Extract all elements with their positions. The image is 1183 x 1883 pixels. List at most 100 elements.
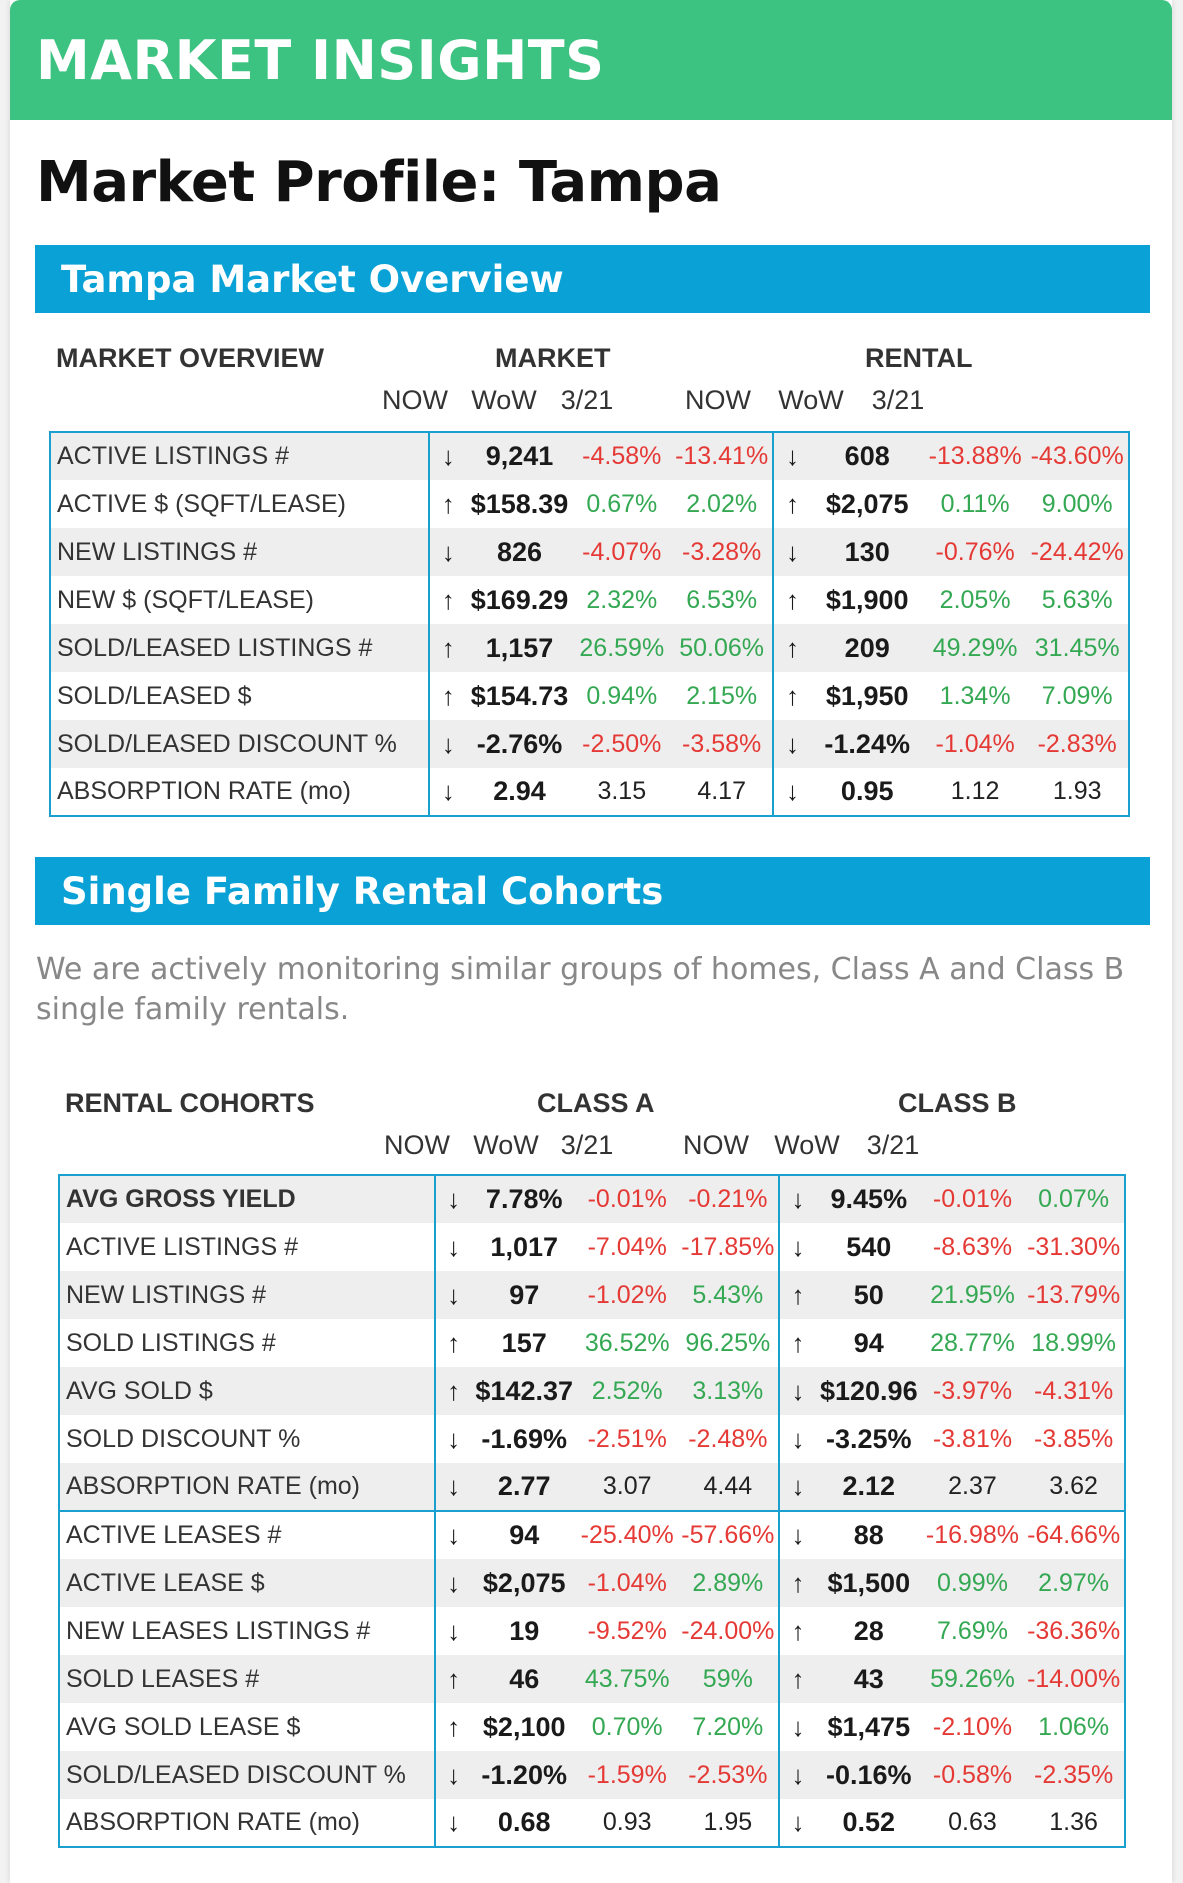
wow-change: 2.32%: [586, 585, 658, 614]
wow-change: -0.01%: [576, 1175, 678, 1223]
page-title: Market Profile: Tampa: [36, 150, 722, 215]
cohorts-table: AVG GROSS YIELD ↓ 7.78% -0.01% -0.21% ↓ 9.45% -…: [58, 1174, 1126, 1848]
arrow-down-icon: ↓: [433, 1510, 472, 1559]
column-header: WoW: [471, 385, 537, 415]
column-header: NOW: [382, 385, 448, 415]
row-label: ACTIVE $ (SQFT/LEASE): [57, 489, 346, 518]
wow-change: -2.50%: [572, 720, 671, 768]
table-row: SOLD/LEASED DISCOUNT % ↓ -2.76% -2.50% -3.58…: [50, 720, 1129, 768]
now-value: -1.69%: [481, 1423, 567, 1454]
arrow-up-icon: ↑: [778, 1607, 816, 1655]
arrow-down-icon: ↓: [433, 1463, 472, 1511]
cohorts-section-banner: Single Family Rental Cohorts: [35, 857, 1150, 925]
arrow-down-icon: ↓: [778, 1463, 816, 1511]
arrow-up-icon: ↑: [778, 1655, 816, 1703]
table-row: NEW $ (SQFT/LEASE) ↑ $169.29 2.32% 6.53% ↑ $1,…: [50, 576, 1129, 624]
arrow-down-icon: ↓: [433, 1751, 472, 1799]
wow-change: 1.12: [950, 777, 1000, 805]
table-row: SOLD/LEASED DISCOUNT % ↓ -1.20% -1.59% -2.53…: [59, 1751, 1125, 1799]
since-3-21-change: 2.89%: [677, 1559, 780, 1607]
arrow-up-icon: ↑: [428, 672, 467, 720]
market-insights-card: MARKET INSIGHTS Market Profile: Tampa Ta…: [10, 0, 1172, 1883]
wow-change: 59.26%: [921, 1655, 1024, 1703]
now-value: $1,950: [825, 680, 909, 711]
since-3-21-change: 7.09%: [1041, 681, 1113, 710]
since-3-21-change: 59%: [677, 1655, 780, 1703]
table-row: AVG GROSS YIELD ↓ 7.78% -0.01% -0.21% ↓ 9.45% -…: [59, 1175, 1125, 1223]
row-label: ACTIVE LISTINGS #: [50, 432, 430, 480]
since-3-21-change: -17.85%: [681, 1232, 775, 1261]
arrow-up-icon: ↑: [433, 1703, 472, 1751]
wow-change: 0.67%: [586, 489, 658, 518]
wow-change: -2.10%: [932, 1712, 1013, 1741]
wow-change: 43.75%: [576, 1655, 678, 1703]
since-3-21-change: 96.25%: [685, 1328, 771, 1357]
wow-change: 0.94%: [586, 681, 658, 710]
now-value: $142.37: [471, 1367, 577, 1415]
wow-change: 3.15: [597, 777, 647, 805]
table-row: ACTIVE LEASE $ ↓ $2,075 -1.04% 2.89% ↑ $1,500 0…: [59, 1559, 1125, 1607]
since-3-21-change: 1.95: [703, 1808, 753, 1836]
table-row: SOLD LEASES # ↑ 46 43.75% 59% ↑ 43 59.26% -14.00…: [59, 1655, 1125, 1703]
arrow-up-icon: ↑: [428, 624, 467, 672]
since-3-21-change: 9.00%: [1041, 489, 1113, 518]
column-header: NOW: [683, 1130, 749, 1160]
column-header: NOW: [685, 385, 751, 415]
wow-change: 2.37: [921, 1463, 1024, 1511]
cohorts-group-class-a: CLASS A: [537, 1088, 655, 1118]
banner-title: MARKET INSIGHTS: [36, 28, 605, 92]
wow-change: -2.51%: [587, 1424, 667, 1453]
now-value: $2,075: [825, 488, 909, 519]
now-value: $154.73: [470, 680, 569, 711]
arrow-down-icon: ↓: [433, 1175, 472, 1223]
now-value: 0.52: [842, 1807, 896, 1837]
now-value: 2.12: [815, 1463, 922, 1511]
column-header: WoW: [774, 1130, 840, 1160]
row-label: AVG SOLD $: [59, 1367, 435, 1415]
since-3-21-change: -2.83%: [1026, 720, 1129, 768]
now-value: 1,157: [466, 624, 573, 672]
arrow-down-icon: ↓: [433, 1223, 472, 1271]
now-value: $1,500: [815, 1559, 922, 1607]
arrow-down-icon: ↓: [433, 1415, 472, 1463]
since-3-21-change: 4.17: [697, 777, 746, 805]
since-3-21-change: -3.58%: [670, 720, 774, 768]
now-value: 608: [810, 432, 924, 480]
arrow-down-icon: ↓: [778, 1751, 816, 1799]
table-row: ACTIVE LEASES # ↓ 94 -25.40% -57.66% ↓ 88 -16.9…: [59, 1510, 1125, 1559]
wow-change: -0.76%: [923, 528, 1027, 576]
table-row: SOLD DISCOUNT % ↓ -1.69% -2.51% -2.48% ↓ -3.25…: [59, 1415, 1125, 1463]
table-row: ACTIVE $ (SQFT/LEASE) ↑ $158.39 0.67% 2.02% ↑…: [50, 480, 1129, 528]
wow-change: 2.52%: [576, 1367, 678, 1415]
row-label: NEW LEASES LISTINGS #: [66, 1616, 371, 1645]
since-3-21-change: -14.00%: [1023, 1655, 1125, 1703]
wow-change: -4.58%: [572, 432, 671, 480]
now-value: 88: [815, 1510, 922, 1559]
column-header: 3/21: [866, 1130, 920, 1160]
since-3-21-change: 2.02%: [686, 489, 758, 518]
since-3-21-change: 5.43%: [677, 1271, 780, 1319]
since-3-21-change: 4.44: [677, 1463, 780, 1511]
table-row: ABSORPTION RATE (mo) ↓ 2.77 3.07 4.44 ↓ 2.12 2.…: [59, 1463, 1125, 1511]
cohorts-grid-title: RENTAL COHORTS: [65, 1088, 315, 1118]
arrow-down-icon: ↓: [428, 768, 467, 816]
arrow-up-icon: ↑: [433, 1367, 472, 1415]
row-label: SOLD DISCOUNT %: [66, 1424, 301, 1453]
row-label: SOLD/LEASED DISCOUNT %: [59, 1751, 435, 1799]
now-value: $1,900: [825, 584, 909, 615]
wow-change: -1.04%: [576, 1559, 678, 1607]
now-value: 97: [471, 1271, 577, 1319]
since-3-21-change: -43.60%: [1026, 432, 1129, 480]
since-3-21-change: -3.28%: [670, 528, 774, 576]
arrow-up-icon: ↑: [772, 576, 811, 624]
top-banner: MARKET INSIGHTS: [10, 0, 1172, 120]
since-3-21-change: -57.66%: [677, 1510, 780, 1559]
arrow-down-icon: ↓: [433, 1559, 472, 1607]
wow-change: 0.11%: [940, 489, 1010, 518]
since-3-21-change: 1.06%: [1038, 1712, 1110, 1741]
since-3-21-change: -3.85%: [1034, 1424, 1114, 1453]
arrow-up-icon: ↑: [433, 1655, 472, 1703]
since-3-21-change: -13.41%: [670, 432, 774, 480]
row-label: NEW $ (SQFT/LEASE): [57, 585, 314, 614]
now-value: $169.29: [470, 584, 569, 615]
